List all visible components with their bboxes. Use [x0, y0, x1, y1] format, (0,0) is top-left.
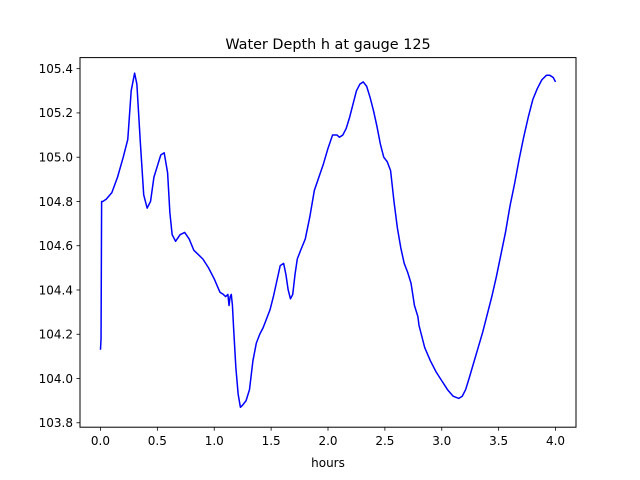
x-tick-label: 4.0: [546, 434, 565, 448]
y-tick-label: 103.8: [39, 416, 73, 430]
y-tick-label: 104.6: [39, 239, 73, 253]
y-tick-label: 104.0: [39, 372, 73, 386]
x-tick-label: 3.0: [432, 434, 451, 448]
x-axis-label: hours: [311, 456, 345, 470]
x-tick-label: 1.5: [262, 434, 281, 448]
x-tick-label: 1.0: [205, 434, 224, 448]
y-tick-label: 105.0: [39, 150, 73, 164]
y-tick-label: 104.2: [39, 328, 73, 342]
x-tick-label: 2.5: [375, 434, 394, 448]
y-tick-label: 104.8: [39, 195, 73, 209]
x-axis: 0.0 0.5 1.0 1.5 2.0 2.5 3.0 3.5 4.0: [91, 427, 565, 448]
y-tick-label: 104.4: [39, 283, 73, 297]
plot-area: [99, 72, 557, 409]
y-axis: 103.8 104.0 104.2 104.4 104.6 104.8 105.0 105.2…: [39, 62, 80, 430]
y-tick-label: 105.2: [39, 106, 73, 120]
axes-frame: [79, 57, 577, 428]
series-line-0: [99, 72, 557, 409]
x-tick-label: 3.5: [489, 434, 508, 448]
x-tick-label: 0.5: [148, 434, 167, 448]
chart-title: Water Depth h at gauge 125: [225, 37, 430, 53]
x-tick-label: 2.0: [318, 434, 337, 448]
x-tick-label: 0.0: [91, 434, 110, 448]
y-tick-label: 105.4: [39, 62, 73, 76]
